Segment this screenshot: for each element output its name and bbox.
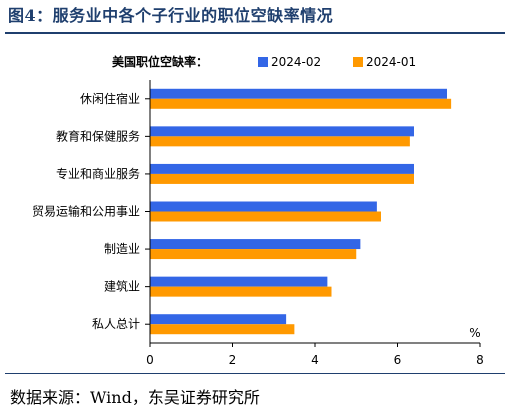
category-label: 教育和保健服务 <box>56 128 140 143</box>
bar-2024-01 <box>150 324 295 335</box>
bar-2024-01 <box>150 136 410 147</box>
x-tick-label: 4 <box>311 353 319 367</box>
legend-swatch-2024-02 <box>258 57 268 67</box>
category-label: 制造业 <box>104 242 140 256</box>
x-tick-label: 2 <box>229 353 237 367</box>
legend-swatch-2024-01 <box>353 57 363 67</box>
unit-label: % <box>469 326 480 340</box>
legend-label: 2024-02 <box>271 55 321 69</box>
x-tick-label: 8 <box>476 353 484 367</box>
bar-2024-02 <box>150 276 328 287</box>
category-label: 私人总计 <box>92 317 140 331</box>
bar-2024-02 <box>150 239 361 250</box>
title-divider <box>5 32 505 34</box>
figure-title: 图4：服务业中各个子行业的职位空缺率情况 <box>8 6 334 25</box>
bar-2024-01 <box>150 98 452 109</box>
bar-2024-01 <box>150 286 332 297</box>
legend: 2024-02 2024-01 <box>258 55 416 69</box>
bar-chart: 美国职位空缺率： 2024-02 2024-01 休闲住宿业教育和保健服务专业和商… <box>32 54 484 367</box>
bar-2024-01 <box>150 173 414 184</box>
legend-label: 2024-01 <box>366 55 416 69</box>
bar-2024-02 <box>150 201 377 212</box>
bar-2024-02 <box>150 126 414 137</box>
source-note: 数据来源：Wind，东吴证券研究所 <box>10 388 260 407</box>
category-label: 贸易运输和公用事业 <box>32 204 140 219</box>
bar-2024-01 <box>150 249 357 260</box>
bar-2024-01 <box>150 211 381 222</box>
bar-2024-02 <box>150 88 447 99</box>
x-tick-label: 6 <box>394 353 402 367</box>
x-axis-ticks: 0 2 4 6 8 <box>146 343 484 367</box>
category-label: 专业和商业服务 <box>56 166 140 181</box>
bars <box>150 88 452 335</box>
source-divider <box>5 373 505 374</box>
x-tick-label: 0 <box>146 353 154 367</box>
legend-title: 美国职位空缺率： <box>112 54 208 69</box>
bar-2024-02 <box>150 163 414 174</box>
category-label: 建筑业 <box>104 279 140 294</box>
bar-2024-02 <box>150 314 287 325</box>
category-label: 休闲住宿业 <box>80 91 140 106</box>
